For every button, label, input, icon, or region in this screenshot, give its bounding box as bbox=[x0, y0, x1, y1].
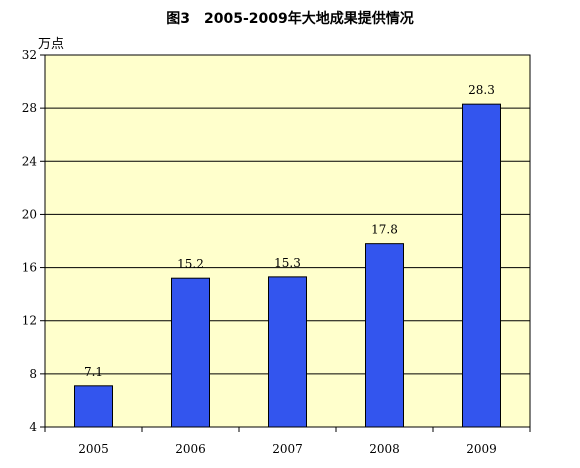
y-tick-label: 24 bbox=[22, 154, 38, 168]
y-tick-label: 8 bbox=[29, 367, 37, 381]
bar bbox=[462, 103, 501, 428]
x-tick-label: 2009 bbox=[466, 442, 497, 456]
x-axis-ticks: 2005 2006 2007 2008 2009 bbox=[44, 427, 531, 456]
y-axis-unit-label: 万点 bbox=[38, 37, 65, 52]
x-tick-label: 2007 bbox=[272, 442, 303, 456]
y-tick-label: 16 bbox=[22, 261, 37, 275]
gridlines bbox=[45, 107, 530, 375]
data-label: 28.3 bbox=[468, 83, 495, 97]
bars: 7.1 15.2 15.3 17.8 28.3 bbox=[74, 83, 501, 428]
data-label: 17.8 bbox=[371, 223, 398, 237]
chart-title: 图3 2005-2009年大地成果提供情况 bbox=[166, 11, 414, 27]
y-axis-ticks: 4 8 12 16 20 24 28 32 bbox=[22, 48, 45, 434]
bar bbox=[74, 385, 113, 428]
y-tick-label: 12 bbox=[22, 314, 37, 328]
x-tick-label: 2006 bbox=[175, 442, 206, 456]
y-tick-label: 32 bbox=[22, 48, 37, 62]
data-label: 15.2 bbox=[177, 257, 204, 271]
x-tick-label: 2005 bbox=[78, 442, 109, 456]
data-label: 7.1 bbox=[84, 365, 103, 379]
bar bbox=[171, 277, 210, 428]
y-tick-label: 4 bbox=[29, 420, 37, 434]
bar bbox=[365, 243, 404, 428]
bar bbox=[268, 276, 307, 428]
y-tick-label: 28 bbox=[22, 101, 37, 115]
data-label: 15.3 bbox=[274, 256, 301, 270]
y-tick-label: 20 bbox=[22, 207, 37, 221]
x-tick-label: 2008 bbox=[369, 442, 400, 456]
